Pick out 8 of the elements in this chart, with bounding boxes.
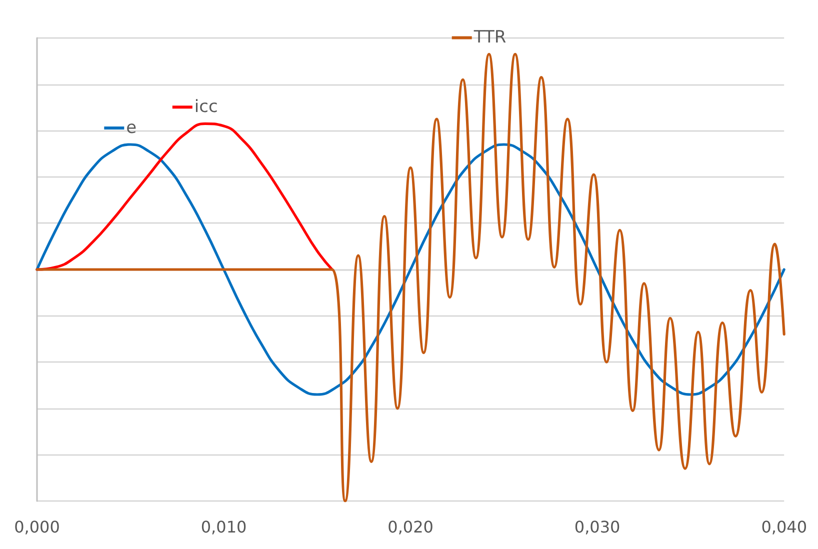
x-tick-label: 0,000 (14, 518, 60, 536)
x-tick-label: 0,030 (574, 518, 620, 536)
legend-label: TTR (472, 28, 506, 48)
x-tick-label: 0,010 (200, 518, 247, 536)
legend-label: e (126, 118, 137, 138)
x-tick-label: 0,020 (388, 518, 434, 536)
legend-label: icc (194, 97, 218, 118)
x-tick-label: 0,040 (761, 518, 808, 536)
